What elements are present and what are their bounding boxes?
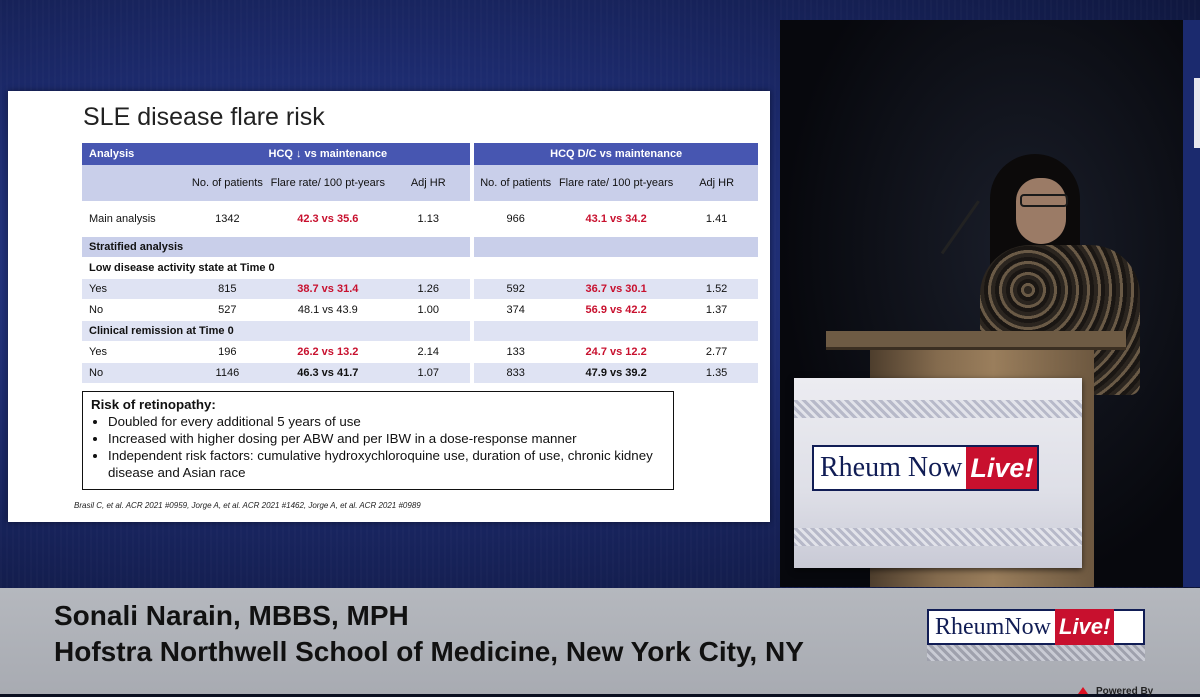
retinopathy-list: Doubled for every additional 5 years of … <box>91 413 665 481</box>
table-row: Yes 815 38.7 vs 31.4 1.26 592 36.7 vs 30… <box>82 278 758 300</box>
subheader-flare-rate: Flare rate/ 100 pt-years <box>557 165 676 202</box>
subheader-flare-rate: Flare rate/ 100 pt-years <box>268 165 387 202</box>
cell-flare-rate: 24.7 vs 12.2 <box>557 341 676 363</box>
table-row: No 1146 46.3 vs 41.7 1.07 833 47.9 vs 39… <box>82 362 758 384</box>
cell-flare-rate: 47.9 vs 39.2 <box>557 362 676 384</box>
cell-adj-hr: 1.07 <box>386 362 470 384</box>
podium-sign: Rheum Now Live! <box>794 378 1082 568</box>
powered-by-label: Powered By <box>1096 686 1154 697</box>
speaker-affiliation: Hofstra Northwell School of Medicine, Ne… <box>54 636 804 667</box>
cell-adj-hr: 1.41 <box>675 201 758 237</box>
row-label: No <box>82 362 186 384</box>
cell-adj-hr: 2.77 <box>675 341 758 363</box>
table-section-row: Clinical remission at Time 0 <box>82 320 758 342</box>
cell-adj-hr: 1.26 <box>386 278 470 300</box>
cell-n: 374 <box>474 299 558 321</box>
speaker-video: Rheum Now Live! <box>780 20 1183 587</box>
cell-n: 815 <box>186 278 269 300</box>
section-label: Clinical remission at Time 0 <box>82 320 470 342</box>
table-section-row: Low disease activity state at Time 0 <box>82 257 758 279</box>
cell-flare-rate: 46.3 vs 41.7 <box>268 362 387 384</box>
cell-flare-rate: 56.9 vs 42.2 <box>557 299 676 321</box>
subheader-adj-hr: Adj HR <box>675 165 758 202</box>
cell-adj-hr: 1.52 <box>675 278 758 300</box>
list-item: Independent risk factors: cumulative hyd… <box>108 447 665 481</box>
retinopathy-box: Risk of retinopathy: Doubled for every a… <box>82 391 674 490</box>
cell-flare-rate: 42.3 vs 35.6 <box>268 201 387 237</box>
retinopathy-heading: Risk of retinopathy: <box>91 397 216 412</box>
side-panel-edge <box>1183 20 1200 587</box>
list-item: Doubled for every additional 5 years of … <box>108 413 665 430</box>
microphone-icon <box>940 200 980 255</box>
row-label: No <box>82 299 186 321</box>
flare-risk-table: Analysis HCQ ↓ vs maintenance HCQ D/C vs… <box>82 143 758 384</box>
row-label: Yes <box>82 278 186 300</box>
cell-n: 833 <box>474 362 558 384</box>
table-row: Yes 196 26.2 vs 13.2 2.14 133 24.7 vs 12… <box>82 341 758 363</box>
cell-adj-hr: 1.00 <box>386 299 470 321</box>
cell-flare-rate: 36.7 vs 30.1 <box>557 278 676 300</box>
section-label: Stratified analysis <box>82 236 470 258</box>
table-row: Main analysis 1342 42.3 vs 35.6 1.13 966… <box>82 201 758 237</box>
podium-top <box>826 331 1126 350</box>
list-item: Increased with higher dosing per ABW and… <box>108 430 665 447</box>
subheader-adj-hr: Adj HR <box>386 165 470 202</box>
logo-name: Rheum Now <box>820 452 963 483</box>
cell-n: 966 <box>474 201 558 237</box>
row-label: Yes <box>82 341 186 363</box>
cell-n: 196 <box>186 341 269 363</box>
logo-name: RheumNow <box>935 613 1051 640</box>
speaker-face <box>1016 178 1066 244</box>
header-group-discontinuation: HCQ D/C vs maintenance <box>474 143 758 165</box>
table-header-row: Analysis HCQ ↓ vs maintenance HCQ D/C vs… <box>82 143 758 165</box>
subheader-n-patients: No. of patients <box>186 165 269 202</box>
slide-title: SLE disease flare risk <box>83 103 325 131</box>
cell-n: 1146 <box>186 362 269 384</box>
cell-flare-rate: 26.2 vs 13.2 <box>268 341 387 363</box>
speaker-name: Sonali Narain, MBBS, MPH <box>54 600 409 631</box>
cell-flare-rate: 38.7 vs 31.4 <box>268 278 387 300</box>
subheader-n-patients: No. of patients <box>474 165 558 202</box>
section-label: Low disease activity state at Time 0 <box>82 257 470 279</box>
cell-n: 133 <box>474 341 558 363</box>
arrow-icon <box>1078 687 1088 694</box>
cell-flare-rate: 43.1 vs 34.2 <box>557 201 676 237</box>
rheumnow-live-logo: Rheum Now Live! <box>812 445 1040 491</box>
cell-adj-hr: 2.14 <box>386 341 470 363</box>
side-panel-indicator <box>1194 78 1200 148</box>
rheumnow-live-logo: RheumNow Live! <box>927 609 1145 645</box>
logo-stripe <box>927 645 1145 661</box>
cell-flare-rate: 48.1 vs 43.9 <box>268 299 387 321</box>
table-row: No 527 48.1 vs 43.9 1.00 374 56.9 vs 42.… <box>82 299 758 321</box>
presentation-slide: SLE disease flare risk Analysis HCQ ↓ vs… <box>8 91 770 522</box>
row-label: Main analysis <box>82 201 186 237</box>
cell-adj-hr: 1.35 <box>675 362 758 384</box>
logo-live: Live! <box>966 447 1038 489</box>
slide-citation: Brasil C, et al. ACR 2021 #0959, Jorge A… <box>74 501 421 510</box>
cell-n: 592 <box>474 278 558 300</box>
cell-n: 527 <box>186 299 269 321</box>
header-analysis: Analysis <box>82 143 186 165</box>
cell-adj-hr: 1.37 <box>675 299 758 321</box>
table-subheader-row: No. of patients Flare rate/ 100 pt-years… <box>82 165 758 202</box>
glasses-icon <box>1020 194 1068 207</box>
header-group-reduction: HCQ ↓ vs maintenance <box>186 143 470 165</box>
cell-adj-hr: 1.13 <box>386 201 470 237</box>
table-section-row: Stratified analysis <box>82 236 758 258</box>
logo-live: Live! <box>1055 609 1115 645</box>
cell-n: 1342 <box>186 201 269 237</box>
